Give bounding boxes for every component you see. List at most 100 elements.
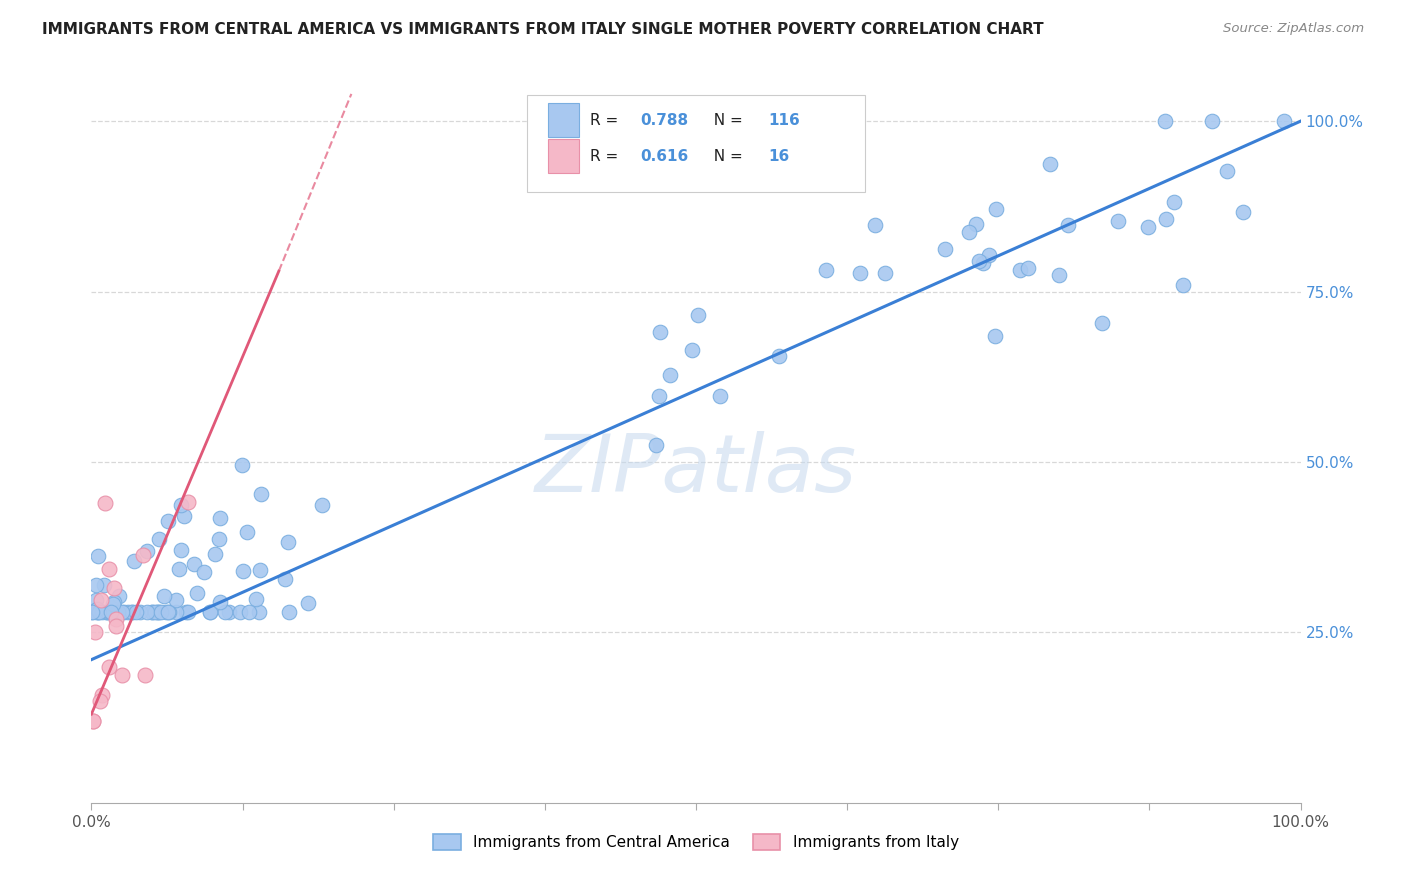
Point (94, 496, 117, 510)
FancyBboxPatch shape (527, 95, 865, 193)
Point (214, 605, 236, 619)
Point (1163, 194, 1185, 209)
Bar (548, 139, 579, 173)
Point (97, 660, 120, 674)
Legend: Immigrants from Central America, Immigrants from Italy: Immigrants from Central America, Immigra… (427, 829, 965, 856)
Point (209, 510, 232, 524)
Point (107, 589, 129, 603)
Point (1091, 317, 1114, 331)
Point (125, 605, 148, 619)
Point (1017, 261, 1039, 276)
Point (103, 605, 125, 619)
Text: Source: ZipAtlas.com: Source: ZipAtlas.com (1223, 22, 1364, 36)
Point (155, 605, 177, 619)
Point (250, 487, 273, 501)
Point (311, 498, 333, 512)
Point (134, 668, 156, 682)
Point (96, 605, 118, 619)
Text: R =: R = (589, 112, 623, 128)
Point (644, 437, 666, 451)
Point (80, 605, 103, 619)
Point (236, 525, 259, 540)
Point (91, 688, 114, 702)
Point (148, 532, 170, 546)
Point (121, 605, 143, 619)
Text: N =: N = (704, 149, 748, 163)
Point (84, 578, 107, 592)
Point (86, 605, 108, 619)
Point (249, 563, 271, 577)
Point (111, 668, 134, 682)
Point (278, 605, 301, 619)
Point (157, 514, 180, 528)
Point (229, 605, 252, 619)
Point (97, 605, 120, 619)
Point (132, 548, 155, 562)
Point (117, 605, 139, 619)
Point (170, 542, 193, 557)
Text: IMMIGRANTS FROM CENTRAL AMERICA VS IMMIGRANTS FROM ITALY SINGLE MOTHER POVERTY C: IMMIGRANTS FROM CENTRAL AMERICA VS IMMIG… (42, 22, 1043, 37)
Point (82, 714, 104, 728)
Point (100, 605, 122, 619)
Point (104, 605, 127, 619)
Point (1274, 114, 1296, 128)
Point (124, 554, 146, 568)
Point (104, 611, 127, 625)
Point (148, 605, 170, 619)
Point (170, 498, 193, 512)
Point (1056, 219, 1078, 233)
Point (165, 593, 187, 607)
Point (112, 605, 135, 619)
Point (104, 605, 127, 619)
Point (198, 605, 221, 619)
Point (98, 605, 121, 619)
Point (87, 549, 110, 563)
Text: 16: 16 (769, 149, 790, 163)
Point (1136, 219, 1159, 234)
Point (972, 256, 994, 270)
Point (1010, 262, 1032, 277)
Point (658, 368, 681, 383)
Point (297, 596, 319, 610)
Point (111, 605, 134, 619)
Point (128, 605, 150, 619)
Point (103, 582, 125, 596)
Point (103, 594, 125, 608)
Point (148, 605, 170, 619)
Point (1049, 268, 1071, 282)
Text: R =: R = (589, 149, 623, 163)
Point (709, 389, 731, 403)
Point (815, 262, 838, 277)
Point (107, 605, 129, 619)
Point (186, 586, 208, 600)
Point (934, 242, 956, 256)
Point (984, 329, 1007, 343)
Point (157, 605, 180, 619)
Point (84, 625, 107, 640)
Point (152, 589, 174, 603)
Point (135, 543, 157, 558)
Point (686, 309, 709, 323)
Point (198, 605, 221, 619)
Point (87, 605, 110, 619)
Point (274, 573, 297, 587)
Point (768, 349, 790, 363)
Point (141, 605, 163, 619)
Point (681, 343, 703, 357)
Point (650, 325, 672, 339)
Point (121, 605, 143, 619)
Point (1232, 205, 1254, 219)
Point (93, 578, 115, 592)
Point (965, 217, 987, 231)
Point (232, 565, 254, 579)
Point (986, 202, 1008, 216)
Point (863, 218, 886, 232)
Bar (548, 103, 579, 137)
Point (141, 605, 163, 619)
Point (143, 605, 166, 619)
Point (957, 226, 980, 240)
Point (146, 605, 169, 619)
Point (82, 605, 104, 619)
Point (245, 592, 267, 607)
Point (977, 248, 1000, 262)
